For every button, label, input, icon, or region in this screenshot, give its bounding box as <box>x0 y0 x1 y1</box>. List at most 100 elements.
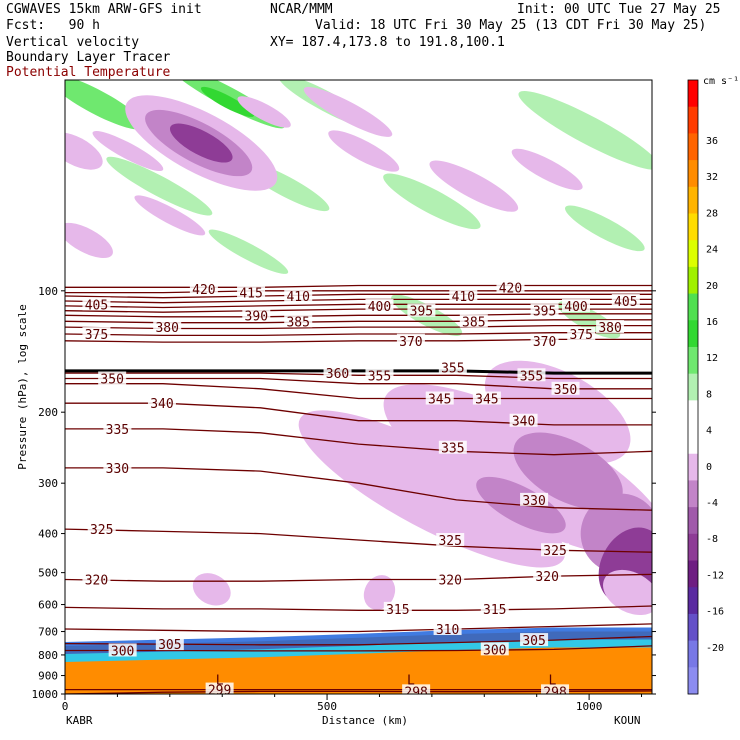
theta-label-bg <box>520 633 549 647</box>
theta-label: 385 <box>286 315 309 330</box>
theta-contour-370 <box>65 338 652 343</box>
theta-label: 335 <box>106 423 129 438</box>
theta-label: 298 <box>404 685 427 700</box>
y-tick-label: 900 <box>38 670 58 683</box>
theta-label: 370 <box>399 335 422 350</box>
w-region <box>564 205 645 252</box>
w-region <box>429 160 519 212</box>
theta-label: 340 <box>150 397 173 412</box>
theta-label-bg <box>98 371 127 385</box>
w-region <box>200 86 255 117</box>
colorbar-swatch <box>688 400 698 428</box>
theta-label: 355 <box>368 369 391 384</box>
colorbar-swatch <box>688 373 698 401</box>
field-potential-temperature: Potential Temperature <box>6 65 171 80</box>
colorbar-swatch <box>688 507 698 535</box>
colorbar-swatch <box>688 427 698 455</box>
theta-label: 415 <box>239 287 262 302</box>
colorbar-swatch <box>688 346 698 375</box>
colorbar-label: 32 <box>706 172 718 183</box>
theta-label: 330 <box>522 494 545 509</box>
colorbar-label: -4 <box>706 498 718 509</box>
valid-time: Valid: 18 UTC Fri 30 May 25 (13 CDT Fri … <box>315 18 707 33</box>
w-region <box>134 195 206 236</box>
theta-contour-300 <box>65 645 652 652</box>
theta-label: 410 <box>452 290 475 305</box>
colorbar-swatch <box>688 613 698 642</box>
low-marker: L <box>549 673 557 688</box>
theta-label-bg <box>433 622 462 636</box>
theta-label-bg <box>103 421 132 435</box>
w-region <box>65 222 113 259</box>
theta-contour-345 <box>65 383 652 400</box>
theta-label: 305 <box>158 638 181 653</box>
colorbar-label: -12 <box>706 570 724 581</box>
theta-label-bg <box>596 320 625 334</box>
theta-label: 325 <box>438 534 461 549</box>
theta-label: 385 <box>462 315 485 330</box>
w-region <box>192 573 231 606</box>
colorbar-label: 24 <box>706 245 718 256</box>
theta-label-bg <box>87 522 116 536</box>
theta-label-bg <box>449 288 478 302</box>
plot-area: 405 420 415 410 400 395 410 420 395 400 405 375 380 3… <box>65 80 652 700</box>
y-axis-label: Pressure (hPa), log scale <box>16 304 29 470</box>
theta-label-bg <box>541 684 570 694</box>
theta-label-bg <box>611 294 640 308</box>
w-region <box>603 569 652 616</box>
theta-label: 305 <box>522 634 545 649</box>
theta-label-bg <box>567 327 596 341</box>
y-tick-label: 600 <box>38 599 58 612</box>
theta-label-bg <box>365 368 394 382</box>
theta-label-bg <box>459 314 488 328</box>
colorbar-swatch <box>688 160 698 188</box>
theta-label: 299 <box>208 684 231 699</box>
theta-contour-375 <box>65 332 652 337</box>
theta-label: 298 <box>543 685 566 700</box>
theta-contour-420 <box>65 284 652 288</box>
theta-label: 355 <box>441 362 464 377</box>
w-region <box>169 123 233 163</box>
y-tick-label: 300 <box>38 477 58 490</box>
theta-contour-320 <box>65 573 652 582</box>
theta-label: 420 <box>499 281 522 296</box>
theta-label-bg <box>436 572 465 586</box>
theta-contour-385 <box>65 319 652 324</box>
theta-contour-380 <box>65 324 652 330</box>
theta-label: 300 <box>111 644 134 659</box>
theta-label-bg <box>425 391 454 405</box>
theta-label-bg <box>155 637 184 651</box>
theta-label: 345 <box>428 393 451 408</box>
x-tick-label: 1000 <box>576 700 603 713</box>
low-marker: L <box>216 673 224 688</box>
theta-label: 335 <box>441 442 464 457</box>
colorbar-swatch <box>688 133 698 161</box>
theta-label-bg <box>82 327 111 341</box>
theta-label: 340 <box>512 415 535 430</box>
colorbar-swatch <box>688 266 698 295</box>
w-region <box>513 432 623 510</box>
colorbar-swatch <box>688 80 698 108</box>
field-vertical-velocity: Vertical velocity <box>6 35 140 50</box>
theta-label-bg <box>108 643 137 657</box>
colorbar-label: 0 <box>706 462 712 473</box>
theta-label-bg <box>402 684 431 694</box>
colorbar-swatch <box>688 106 698 134</box>
init-label: Init: 00 UTC Tue 27 May 25 <box>517 2 721 17</box>
right-station-label: KOUN <box>614 714 641 727</box>
theta-contour-335 <box>65 428 652 456</box>
model-title: CGWAVES 15km ARW-GFS init <box>6 2 202 17</box>
w-region <box>65 132 103 170</box>
theta-label-bg <box>520 492 549 506</box>
colorbar-swatch <box>688 453 698 481</box>
colorbar-label: 36 <box>706 136 718 147</box>
y-tick-label: 400 <box>38 528 58 541</box>
theta-label: 315 <box>483 603 506 618</box>
theta-label-bg <box>407 303 436 317</box>
theta-label-bg <box>383 601 412 615</box>
theta-label: 350 <box>554 383 577 398</box>
theta-label: 375 <box>85 328 108 343</box>
x-tick-label: 500 <box>317 700 337 713</box>
theta-label: 420 <box>192 283 215 298</box>
theta-label-bg <box>480 601 509 615</box>
